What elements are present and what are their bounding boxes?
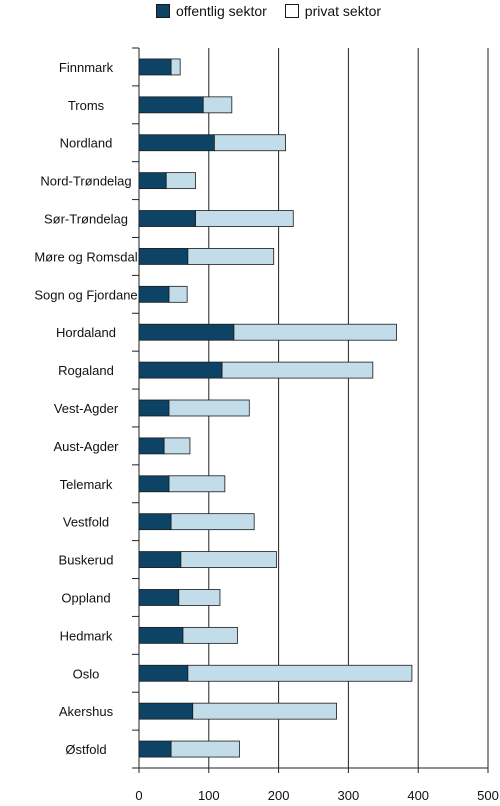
- legend-swatch-offentlig: [156, 4, 170, 18]
- bar-offentlig-8: [138, 361, 223, 379]
- category-label-3: Nord-Trøndelag: [40, 174, 131, 189]
- category-label-7: Hordaland: [56, 325, 116, 340]
- bar-offentlig-5: [138, 248, 189, 265]
- bar-offentlig-6: [138, 285, 170, 303]
- bar-privat-14: [178, 589, 221, 606]
- bar-offentlig-10: [138, 437, 165, 455]
- x-tick-label-100: 100: [198, 788, 220, 803]
- legend-label-offentlig: offentlig sektor: [176, 3, 267, 19]
- category-label-0: Finnmark: [59, 60, 114, 75]
- x-tick-label-200: 200: [268, 788, 290, 803]
- category-label-13: Buskerud: [59, 553, 114, 568]
- x-tick-label-400: 400: [407, 788, 429, 803]
- bar-privat-2: [213, 134, 286, 152]
- category-label-8: Rogaland: [58, 363, 114, 378]
- bar-offentlig-0: [138, 58, 172, 76]
- category-label-14: Oppland: [61, 590, 110, 605]
- bar-privat-9: [168, 399, 250, 417]
- bar-privat-12: [170, 513, 255, 531]
- bar-privat-6: [168, 285, 188, 303]
- bar-offentlig-2: [138, 134, 215, 152]
- category-label-16: Oslo: [73, 666, 100, 681]
- bar-offentlig-7: [138, 323, 235, 341]
- bar-offentlig-18: [138, 740, 172, 758]
- bar-privat-1: [202, 96, 233, 114]
- bar-privat-17: [192, 702, 337, 720]
- category-label-5: Møre og Romsdal: [34, 249, 137, 264]
- bar-privat-18: [170, 740, 240, 758]
- category-label-6: Sogn og Fjordane: [34, 287, 137, 302]
- bar-privat-8: [221, 361, 374, 379]
- category-label-12: Vestfold: [63, 515, 109, 530]
- bar-offentlig-13: [138, 551, 182, 568]
- x-tick-label-500: 500: [477, 788, 499, 803]
- bar-privat-4: [195, 210, 294, 227]
- bar-privat-15: [182, 626, 238, 644]
- category-label-10: Aust-Agder: [53, 439, 119, 454]
- bar-offentlig-15: [138, 626, 184, 644]
- bar-offentlig-11: [138, 475, 170, 493]
- category-label-17: Akershus: [59, 704, 114, 719]
- category-label-2: Nordland: [60, 136, 113, 151]
- bar-privat-10: [163, 437, 191, 455]
- bar-privat-0: [170, 58, 181, 76]
- bar-offentlig-4: [138, 210, 196, 227]
- legend-item-privat: privat sektor: [284, 3, 382, 19]
- bar-privat-7: [233, 323, 397, 341]
- legend-label-privat: privat sektor: [304, 3, 382, 19]
- category-label-4: Sør-Trøndelag: [44, 212, 128, 227]
- bar-offentlig-1: [138, 96, 204, 114]
- category-label-11: Telemark: [60, 477, 113, 492]
- bar-privat-5: [187, 248, 275, 265]
- legend-item-offentlig: offentlig sektor: [156, 3, 267, 19]
- category-label-18: Østfold: [65, 742, 106, 757]
- legend-swatch-privat: [284, 4, 299, 18]
- category-label-9: Vest-Agder: [54, 401, 119, 416]
- legend: offentlig sektor privat sektor: [156, 0, 399, 22]
- bar-privat-13: [180, 551, 277, 568]
- bar-offentlig-17: [138, 702, 194, 720]
- bar-offentlig-12: [138, 513, 172, 531]
- bar-offentlig-9: [138, 399, 170, 417]
- bar-offentlig-3: [138, 172, 167, 190]
- x-tick-label-0: 0: [135, 788, 142, 803]
- category-label-15: Hedmark: [60, 628, 113, 643]
- bar-offentlig-16: [138, 664, 189, 682]
- bar-privat-3: [165, 172, 196, 190]
- bar-privat-11: [168, 475, 226, 493]
- bar-privat-16: [187, 664, 413, 682]
- bar-offentlig-14: [138, 589, 180, 606]
- x-tick-label-300: 300: [338, 788, 360, 803]
- category-label-1: Troms: [68, 98, 105, 113]
